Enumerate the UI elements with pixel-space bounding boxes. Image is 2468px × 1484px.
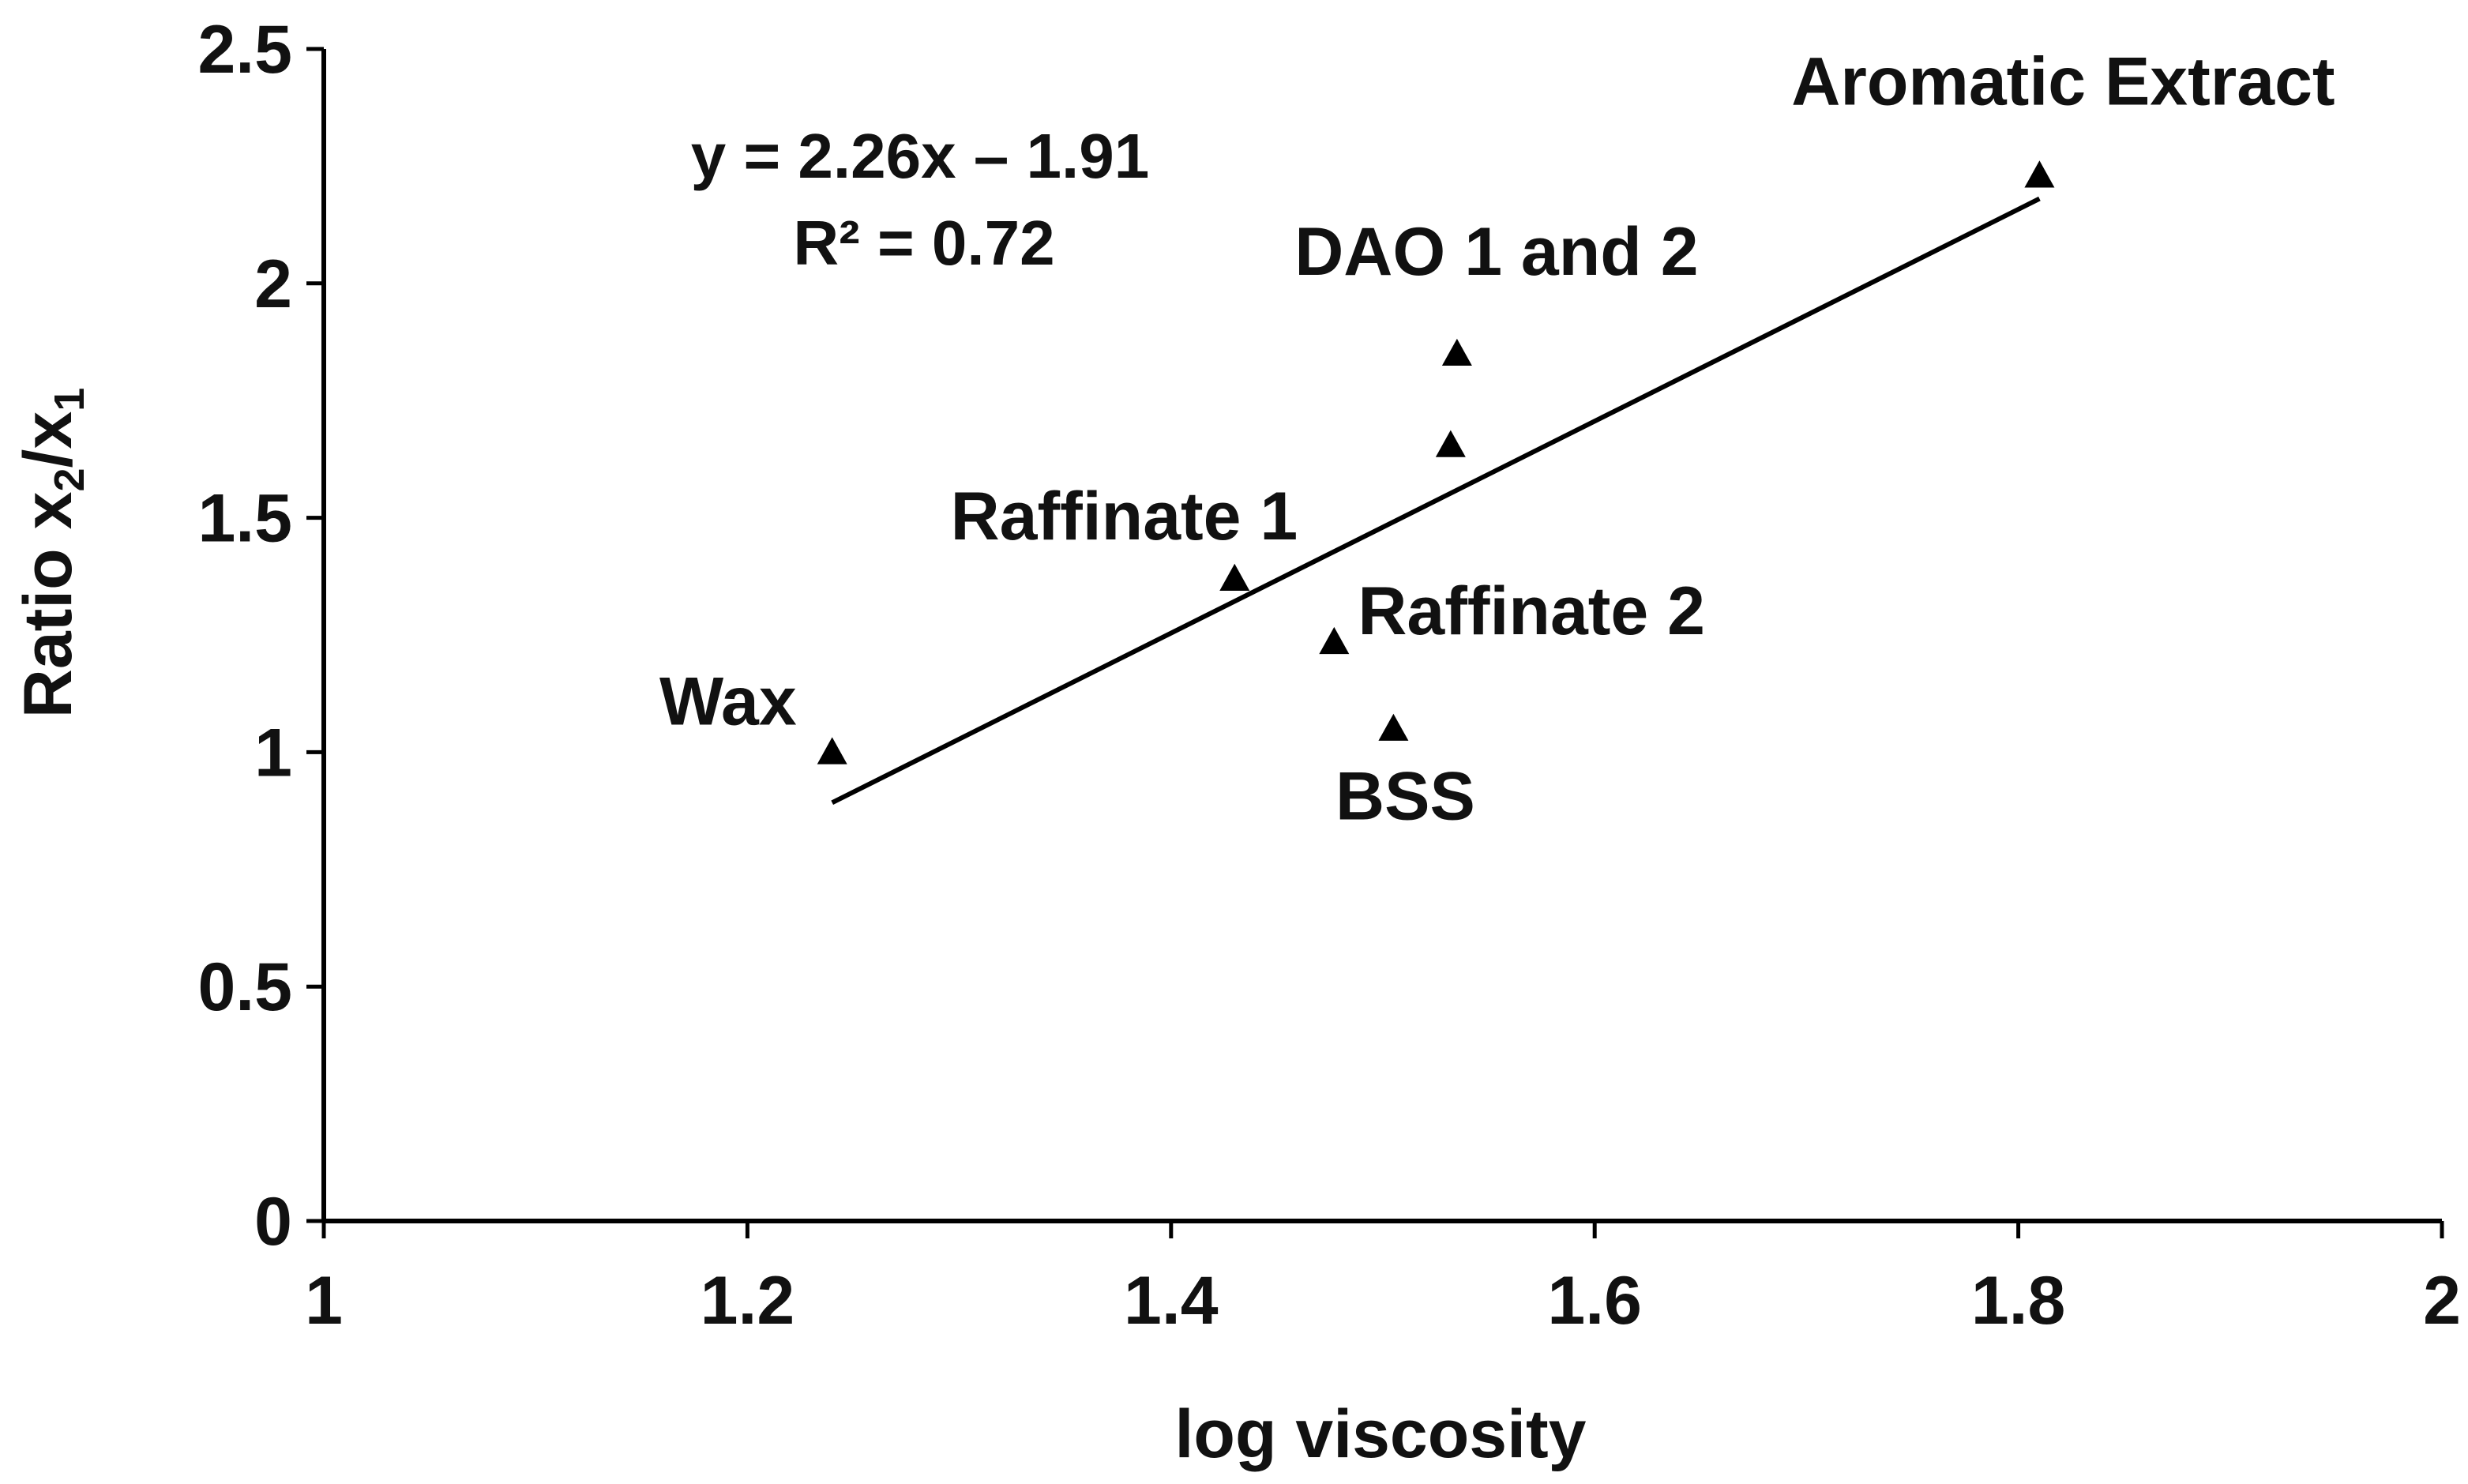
- y-tick-label: 1: [254, 715, 292, 791]
- point-label: BSS: [1335, 759, 1475, 835]
- ticks: 1 1.2 1.4 1.6 1.8 2 0 0.5 1 1.5 2 2.5: [197, 12, 2460, 1339]
- point-labels: Wax Raffinate 1 Raffinate 2 BSS DAO 1 and 2 A…: [659, 43, 2335, 834]
- x-tick-label: 1.2: [701, 1263, 795, 1339]
- x-tick-label: 2: [2423, 1263, 2461, 1339]
- point-label: DAO 1 and 2: [1294, 214, 1698, 290]
- x-axis-title: log viscosity: [1175, 1396, 1587, 1472]
- y-axis-title-sub2: 1: [46, 388, 93, 411]
- data-point-marker: [1435, 430, 1466, 457]
- x-tick-label: 1.6: [1547, 1263, 1642, 1339]
- y-tick-label: 2.5: [197, 12, 292, 88]
- trendline-group: [831, 196, 2041, 805]
- data-point-marker: [2024, 160, 2055, 188]
- point-label: Wax: [659, 663, 797, 739]
- point-label: Raffinate 2: [1358, 573, 1705, 649]
- y-axis-title-main: Ratio x: [10, 491, 86, 718]
- trendline: [831, 196, 2041, 805]
- x-tick-label: 1.8: [1971, 1263, 2066, 1339]
- y-tick-label: 0.5: [197, 949, 292, 1025]
- data-points: [817, 160, 2055, 765]
- data-point-marker: [1378, 713, 1409, 741]
- axes: [321, 49, 2442, 1223]
- y-tick-label: 1.5: [197, 481, 292, 557]
- x-tick-label: 1.4: [1124, 1263, 1219, 1339]
- y-axis-title-sub1: 2: [46, 468, 93, 492]
- x-tick-label: 1: [305, 1263, 343, 1339]
- y-tick-label: 2: [254, 246, 292, 322]
- y-axis-title: Ratio x2/x1: [10, 388, 93, 719]
- trendline-r-squared: R² = 0.72: [793, 208, 1054, 278]
- data-point-marker: [1219, 563, 1250, 591]
- data-point-marker: [817, 737, 847, 765]
- data-point-marker: [1441, 338, 1472, 366]
- data-point-marker: [1319, 626, 1350, 655]
- point-label: Raffinate 1: [951, 479, 1298, 554]
- trendline-equation: y = 2.26x – 1.91: [691, 121, 1150, 191]
- y-axis-title-slash: /x: [10, 411, 86, 468]
- y-tick-label: 0: [254, 1184, 292, 1260]
- point-label: Aromatic Extract: [1791, 43, 2335, 119]
